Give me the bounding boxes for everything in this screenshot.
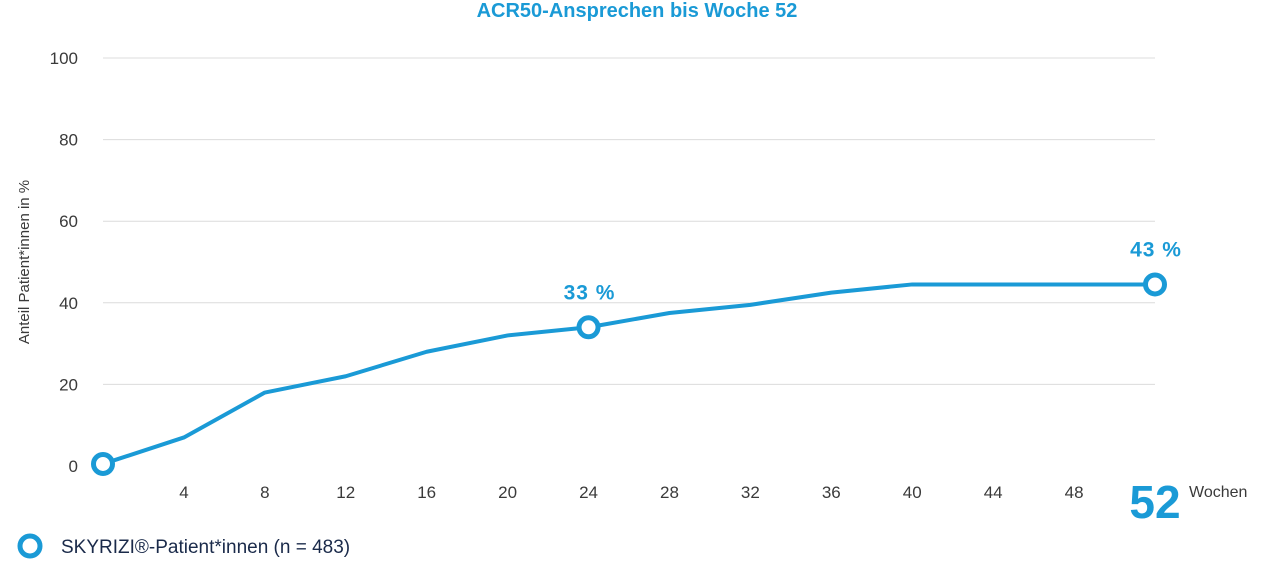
data-labels: 33 % 43 %	[564, 238, 1182, 304]
x-highlight-week-label: 52	[1129, 476, 1180, 528]
legend: SKYRIZI®-Patient*innen (n = 483)	[17, 533, 350, 559]
x-tick-label: 8	[260, 483, 269, 502]
x-tick-label: 36	[822, 483, 841, 502]
y-tick-label: 100	[50, 49, 78, 68]
y-tick-label: 40	[59, 294, 78, 313]
chart-title: ACR50-Ansprechen bis Woche 52	[477, 0, 798, 22]
series-line	[101, 282, 1157, 466]
data-label: 43 %	[1130, 238, 1182, 261]
x-tick-label: 24	[579, 483, 598, 502]
y-tick-label: 20	[59, 375, 78, 394]
x-tick-label: 4	[179, 483, 188, 502]
y-axis-label: Anteil Patient*innen in %	[16, 180, 33, 344]
x-tick-label: 28	[660, 483, 679, 502]
x-tick-label: 40	[903, 483, 922, 502]
x-tick-label: 48	[1065, 483, 1084, 502]
x-axis-unit-label: Wochen	[1189, 484, 1247, 501]
legend-label: SKYRIZI®-Patient*innen (n = 483)	[61, 537, 350, 558]
x-tick-labels: 4 8 12 16 20 24 28 32 36 40 44 48	[179, 483, 1083, 502]
x-tick-label: 16	[417, 483, 436, 502]
data-point-marker	[1143, 272, 1167, 297]
x-tick-label: 32	[741, 483, 760, 502]
data-point-marker	[91, 451, 115, 476]
y-tick-label: 0	[69, 457, 78, 476]
series-layer	[91, 272, 1167, 476]
data-label: 33 %	[564, 281, 616, 304]
y-tick-label: 60	[59, 212, 78, 231]
gridlines	[103, 57, 1155, 385]
x-tick-label: 20	[498, 483, 517, 502]
y-tick-labels: 0 20 40 60 80 100	[50, 49, 78, 476]
x-tick-label: 12	[336, 483, 355, 502]
legend-marker-icon	[17, 533, 43, 559]
y-tick-label: 80	[59, 131, 78, 150]
x-tick-label: 44	[984, 483, 1003, 502]
data-point-marker	[576, 315, 601, 340]
